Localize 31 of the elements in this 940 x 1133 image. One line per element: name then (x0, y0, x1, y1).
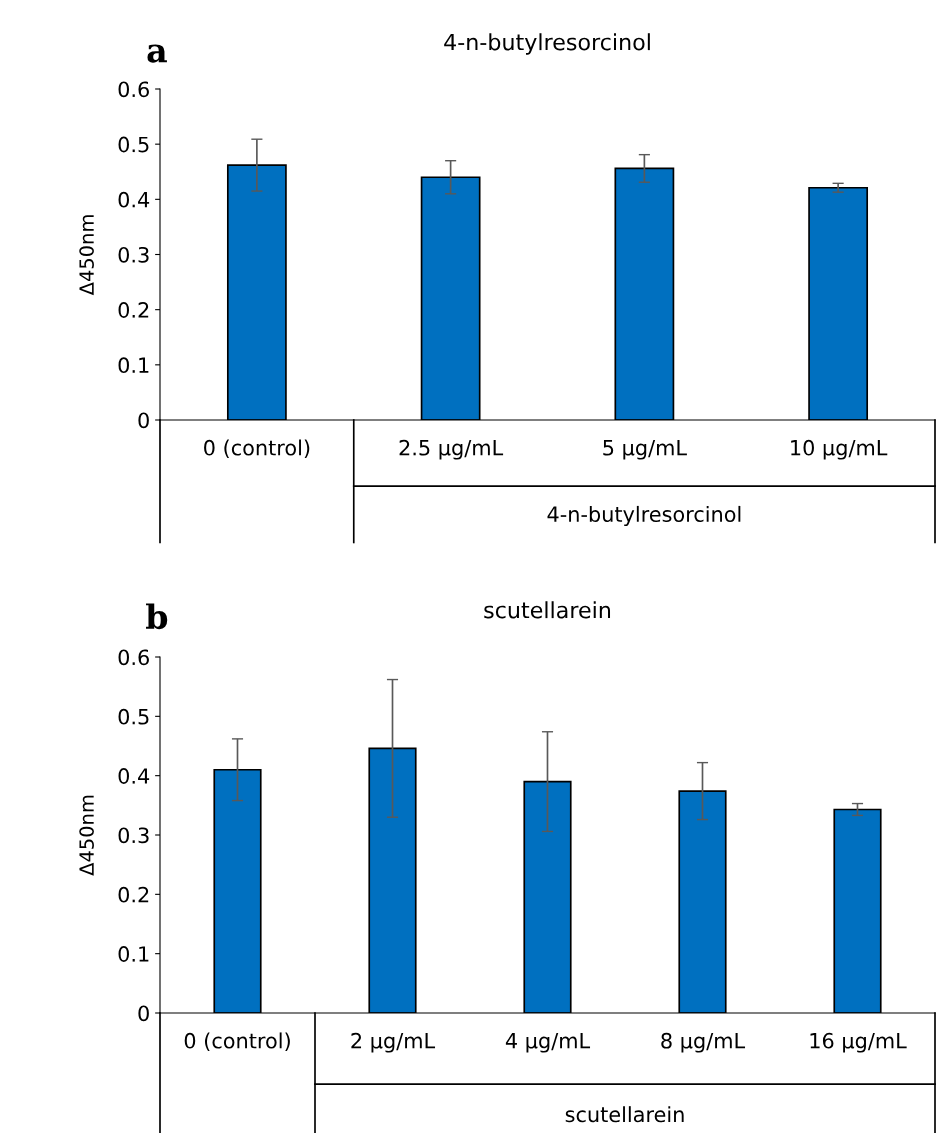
y-tick-label: 0.4 (118, 191, 150, 208)
x-tick-label: 4 µg/mL (505, 1033, 591, 1053)
x-tick-label: 10 µg/mL (791, 439, 888, 460)
x-tick-label: 5 µg/mL (603, 440, 687, 460)
text: b (146, 603, 168, 630)
y-tick-label: 0.5 (118, 708, 149, 725)
y-tick-label: 0.6 (118, 81, 149, 98)
chart-title: scutellarein (484, 601, 611, 619)
y-tick-label: 0.2 (118, 886, 149, 903)
text: scutellarein (565, 1106, 684, 1123)
y-tick-label: 0.3 (118, 246, 149, 263)
y-tick-label: 0.5 (118, 136, 149, 153)
y-tick-label: 0.4 (118, 768, 150, 784)
text: a (147, 44, 167, 63)
y-tick-label: 0.3 (118, 827, 149, 844)
y-axis-title: Δ450nm (79, 215, 94, 296)
chart-title: 4-n-butylresorcinol (444, 33, 650, 55)
x-tick-label: 2 µg/mL (351, 1032, 436, 1053)
y-tick-label: 0.2 (118, 302, 149, 318)
y-tick-label: 0.1 (118, 357, 149, 374)
y-tick-label: 0.6 (118, 649, 149, 666)
x-tick-label: 16 µg/mL (810, 1032, 907, 1053)
y-axis-title: Δ450nm (79, 795, 94, 876)
y-tick-label: 0 (138, 412, 149, 429)
x-tick-label: 2.5 µg/mL (399, 439, 504, 460)
x-tick-label: 0 (control) (204, 439, 310, 459)
text: 4-n-butylresorcinol (547, 505, 741, 527)
y-tick-label: 0 (138, 1005, 149, 1022)
x-tick-label: 0 (control) (184, 1032, 290, 1052)
y-tick-label: 0.1 (118, 946, 149, 962)
x-tick-label: 8 µg/mL (661, 1032, 746, 1053)
